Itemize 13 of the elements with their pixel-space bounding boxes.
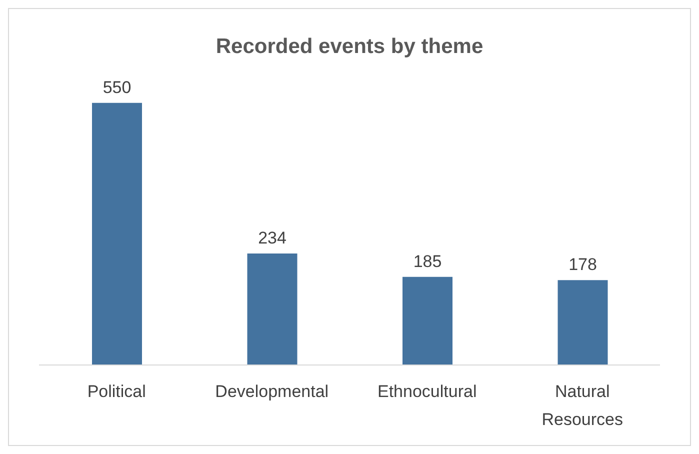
bar	[402, 276, 452, 365]
x-tick-label: Ethnocultural	[378, 382, 477, 401]
data-label: 550	[102, 78, 132, 97]
x-tick-label: Political	[87, 382, 146, 401]
bar	[558, 280, 608, 365]
data-label: 178	[568, 255, 597, 274]
data-label: 234	[258, 228, 286, 248]
chart-title: Recorded events by theme	[214, 35, 484, 59]
x-tick-label: Developmental	[215, 382, 329, 401]
bar	[92, 102, 142, 365]
bar	[247, 253, 298, 365]
data-label: 185	[413, 252, 442, 271]
x-tick-label: Natural Resources	[542, 382, 624, 429]
